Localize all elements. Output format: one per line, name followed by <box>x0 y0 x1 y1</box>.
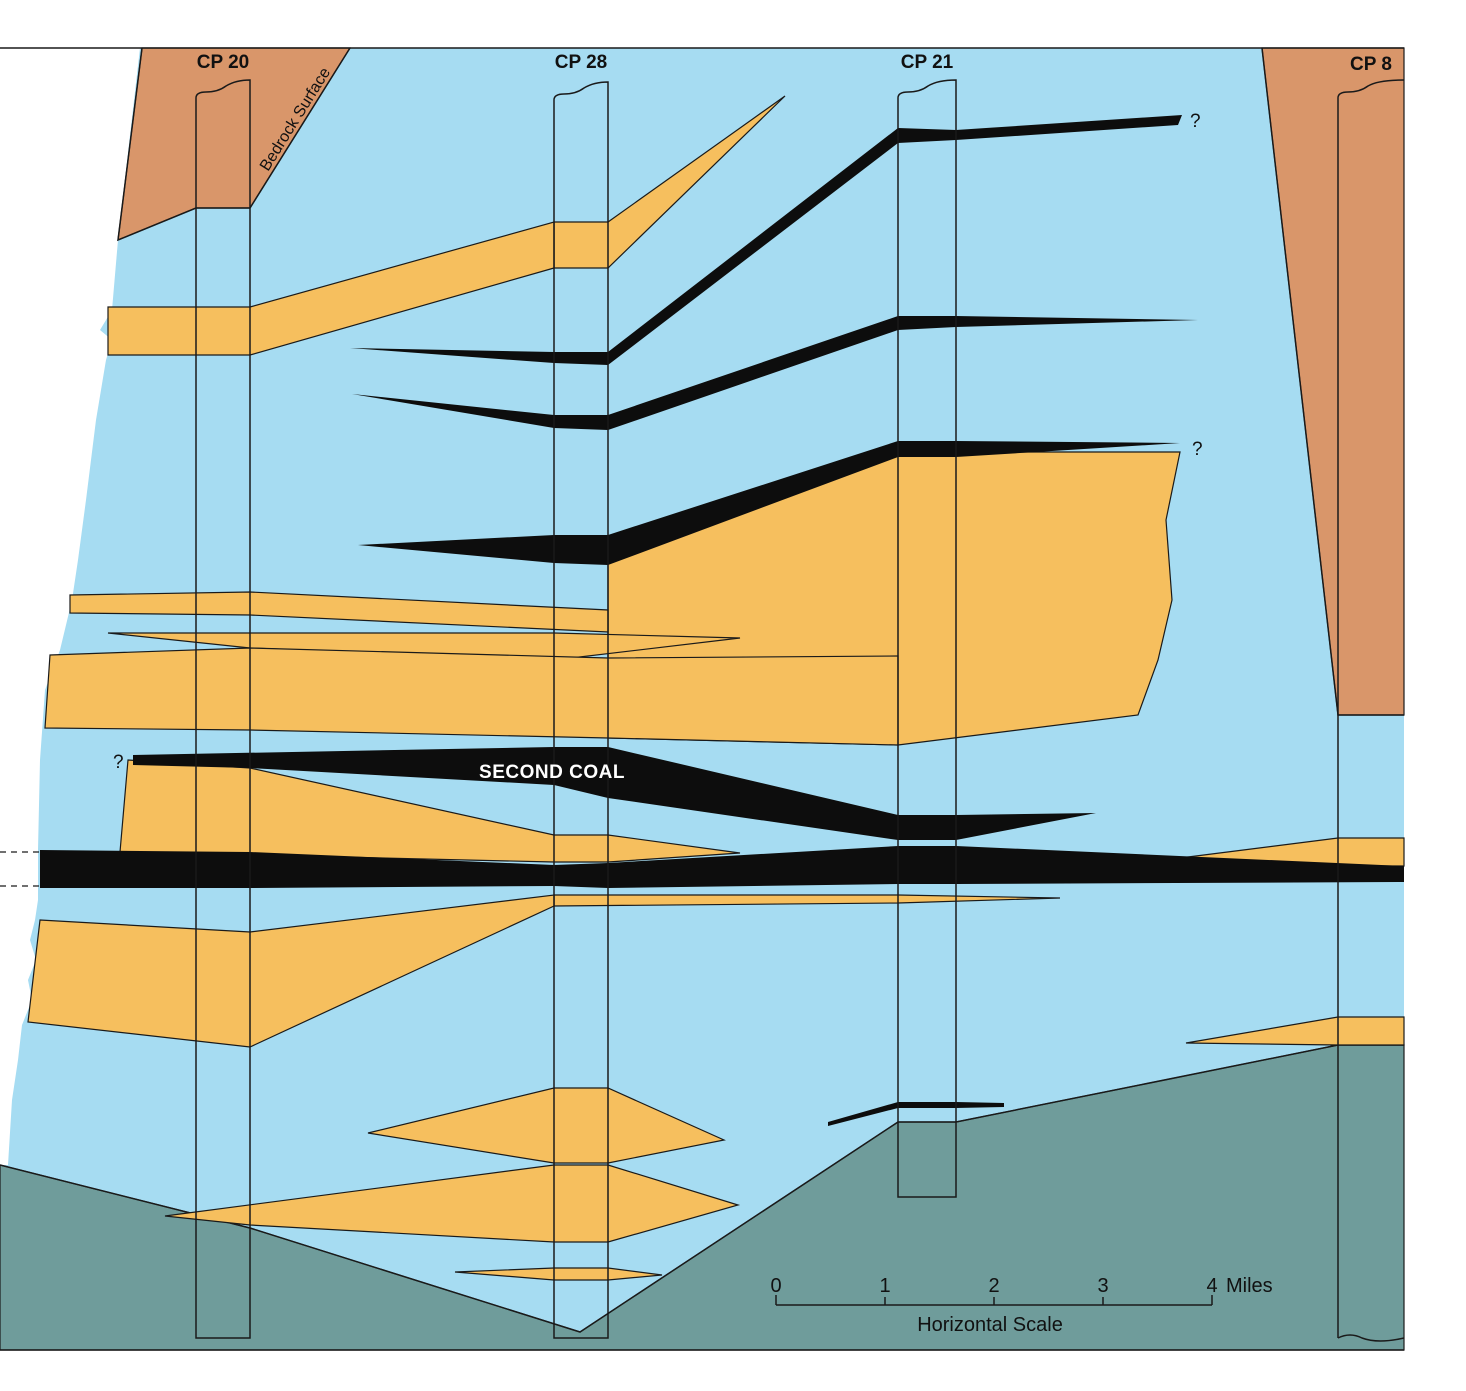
well-columns <box>195 79 1405 1342</box>
sandstone-layers <box>27 95 1405 1281</box>
coal-upper-1 <box>350 115 1182 365</box>
well-column-cp28 <box>553 81 609 1339</box>
coal-second <box>133 747 1096 840</box>
scale-label-4: 4 <box>1206 1275 1217 1297</box>
sandstone-lens-b <box>164 1164 741 1243</box>
well-label-cp28: CP 28 <box>555 52 607 73</box>
uncertain-marker-3: ? <box>113 752 124 773</box>
well-label-cp21: CP 21 <box>901 52 954 73</box>
well-column-cp8 <box>1337 79 1405 1338</box>
well-column-cp21 <box>897 79 957 1198</box>
well-column-cp8-bottom <box>1337 1334 1405 1342</box>
uncertain-marker-2: ? <box>1192 439 1203 460</box>
coal-upper-3 <box>358 441 1180 565</box>
coal-main <box>40 846 1404 888</box>
well-label-cp20: CP 20 <box>197 52 249 73</box>
scale-unit: Miles <box>1226 1275 1273 1297</box>
scale-label-1: 1 <box>879 1275 890 1297</box>
scale-label-2: 2 <box>988 1275 999 1297</box>
sandstone-cp8-lower <box>1185 1016 1405 1046</box>
coal-layers <box>40 115 1404 1126</box>
coal-short-lower <box>828 1102 1004 1126</box>
scale-title: Horizontal Scale <box>917 1314 1063 1336</box>
scale-label-3: 3 <box>1097 1275 1108 1297</box>
horizontal-scale: 0 1 2 3 4 Miles Horizontal Scale <box>770 1275 1272 1336</box>
well-label-cp8: CP 8 <box>1350 54 1392 75</box>
uncertain-marker-1: ? <box>1190 111 1201 132</box>
second-coal-label: SECOND COAL <box>479 762 625 783</box>
scale-label-0: 0 <box>770 1275 781 1297</box>
well-column-cp20 <box>195 79 251 1339</box>
